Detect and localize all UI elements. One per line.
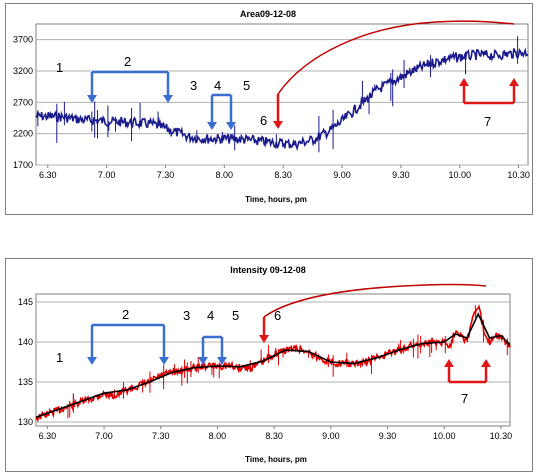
x-tick-label: 8.00	[209, 431, 227, 441]
x-tick-label: 9.00	[322, 431, 340, 441]
x-tick-label: 10.00	[433, 431, 456, 441]
plot-area: 1700 2200 2700 3200 3700 6.30 7.00 7.30 8.00 8.30…	[13, 20, 530, 180]
bracket-2-right-arrow-head	[159, 357, 169, 365]
y-tick-label: 2200	[13, 129, 33, 139]
arrow-6-head	[273, 121, 283, 129]
bracket-4-right-arrow-head	[226, 122, 236, 130]
y-tick-label: 140	[18, 337, 33, 347]
x-tick-label: 9.30	[392, 170, 410, 180]
bracket-4-left-arrow-head	[198, 357, 208, 365]
arrow-6-head	[259, 335, 269, 343]
red-curve	[263, 283, 487, 318]
x-tick-label: 7.00	[98, 170, 116, 180]
x-tick-label: 10.00	[448, 170, 471, 180]
bracket-7-right-arrow-head	[481, 359, 491, 367]
annotation-label-5: 5	[243, 78, 250, 93]
chart-title: Intensity 09-12-08	[230, 265, 306, 275]
area-chart: Area09-12-08 1700 2200 2700 3200 3700 6.30 7.0…	[13, 9, 530, 204]
plot-frame	[35, 293, 511, 427]
y-tick-label: 145	[18, 297, 33, 307]
x-tick-label: 6.30	[39, 170, 57, 180]
annotation-label-2: 2	[124, 54, 131, 69]
series-line	[35, 304, 511, 423]
annotation-label-4: 4	[207, 308, 214, 323]
annotation-label-6: 6	[274, 308, 281, 323]
bracket-2-left-arrow-head	[87, 357, 97, 365]
annotation-label-7: 7	[484, 114, 491, 129]
chart-title: Area09-12-08	[240, 9, 296, 19]
x-tick-label: 7.30	[157, 170, 175, 180]
annotation-label-6: 6	[260, 113, 267, 128]
x-tick-label: 7.00	[95, 431, 113, 441]
x-tick-label: 8.00	[216, 170, 234, 180]
bracket-7-left-arrow-head	[444, 359, 454, 367]
bracket-2-left-arrow-head	[87, 95, 97, 103]
bracket-4-left-arrow-head	[207, 122, 217, 130]
annotation-label-1: 1	[56, 60, 63, 75]
y-tick-label: 135	[18, 377, 33, 387]
x-tick-label: 8.30	[265, 431, 283, 441]
red-curve	[277, 20, 515, 95]
intensity-chart-panel: Intensity 09-12-08 130 135 140 145 6.30 7.00 7…	[5, 258, 533, 472]
bracket-7-right-arrow-head	[509, 78, 519, 86]
x-tick-label: 6.30	[39, 431, 57, 441]
x-axis-label: Time, hours, pm	[245, 455, 307, 464]
x-tick-label: 8.30	[274, 170, 292, 180]
x-tick-label: 10.30	[490, 431, 513, 441]
y-tick-label: 3700	[13, 35, 33, 45]
series-line	[35, 312, 511, 418]
annotation-label-7: 7	[461, 391, 468, 406]
y-tick-label: 2700	[13, 97, 33, 107]
series-line	[35, 47, 529, 151]
bracket-4-right-arrow-head	[217, 357, 227, 365]
annotation-label-3: 3	[183, 308, 190, 323]
bracket-7-left-arrow-head	[459, 78, 469, 86]
x-tick-label: 10.30	[507, 170, 530, 180]
area-chart-panel: Area09-12-08 1700 2200 2700 3200 3700 6.30 7.0…	[5, 3, 533, 215]
y-tick-label: 3200	[13, 66, 33, 76]
y-tick-label: 1700	[13, 160, 33, 170]
x-tick-label: 9.00	[333, 170, 351, 180]
annotation-label-3: 3	[190, 78, 197, 93]
x-tick-label: 7.30	[152, 431, 170, 441]
annotation-label-2: 2	[122, 307, 129, 322]
annotation-label-5: 5	[232, 308, 239, 323]
annotation-label-4: 4	[214, 78, 221, 93]
x-tick-label: 9.30	[379, 431, 397, 441]
y-tick-label: 130	[18, 417, 33, 427]
annotation-label-1: 1	[56, 350, 63, 365]
bracket-2-right-arrow-head	[163, 95, 173, 103]
x-axis-label: Time, hours, pm	[245, 195, 307, 204]
